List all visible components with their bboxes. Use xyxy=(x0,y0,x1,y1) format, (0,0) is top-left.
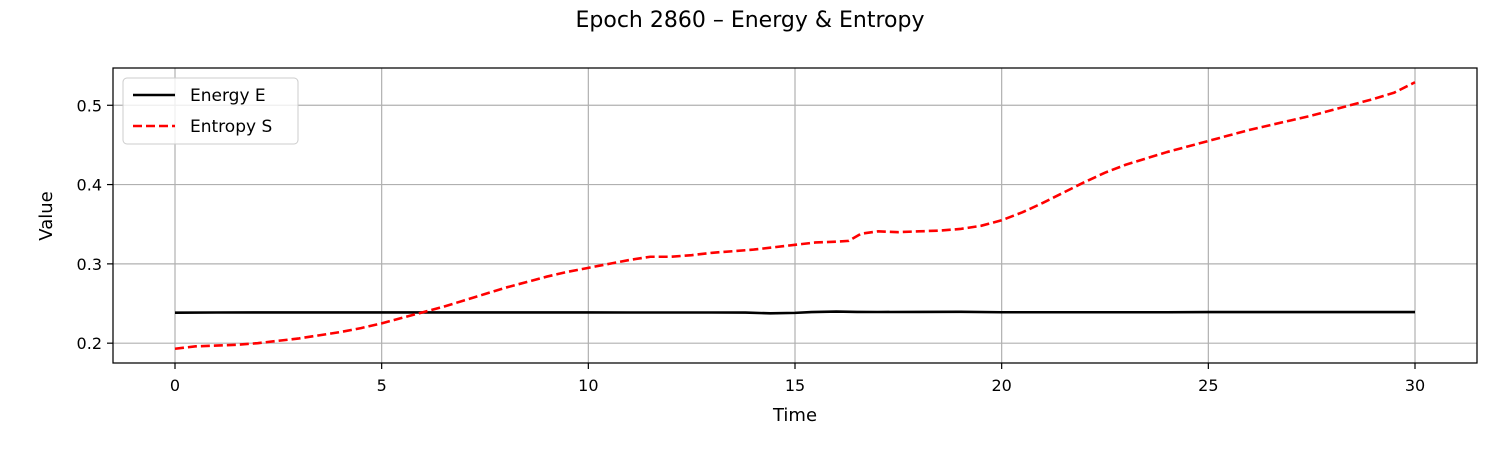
y-tick-label: 0.2 xyxy=(77,334,102,353)
series-lines xyxy=(174,81,1416,351)
legend-label-entropy: Entropy S xyxy=(190,117,272,137)
x-tick-label: 15 xyxy=(785,376,805,395)
chart-title: Epoch 2860 – Energy & Entropy xyxy=(576,8,925,33)
x-tick-label: 0 xyxy=(170,376,180,395)
legend-label-energy: Energy E xyxy=(190,86,266,106)
x-tick-label: 10 xyxy=(578,376,598,395)
x-axis-label: Time xyxy=(772,405,817,426)
x-tick-label: 5 xyxy=(377,376,387,395)
x-tick-label: 20 xyxy=(991,376,1011,395)
grid-lines xyxy=(113,68,1477,363)
x-axis-ticks: 0 5 10 15 20 25 30 xyxy=(170,363,1425,395)
x-tick-label: 25 xyxy=(1198,376,1218,395)
series-line-energy xyxy=(174,310,1415,315)
y-tick-label: 0.5 xyxy=(77,96,102,115)
y-tick-label: 0.3 xyxy=(77,255,102,274)
y-axis-ticks: 0.2 0.3 0.4 0.5 xyxy=(77,96,113,353)
y-tick-label: 0.4 xyxy=(77,176,102,195)
series-line-entropy xyxy=(174,81,1416,351)
x-tick-label: 30 xyxy=(1405,376,1425,395)
y-axis-label: Value xyxy=(36,191,57,240)
legend: Energy E Entropy S xyxy=(122,77,299,145)
